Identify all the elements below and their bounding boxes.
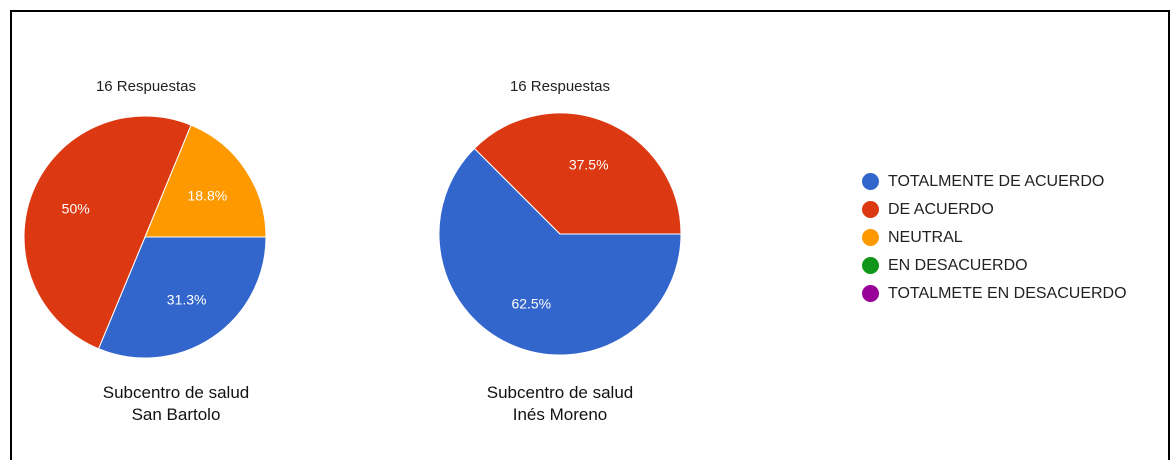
legend-label-desacuerdo: EN DESACUERDO (888, 257, 1028, 274)
chart-1-caption: Subcentro de salud San Bartolo (46, 382, 306, 426)
chart-1-slice-2 (23, 115, 192, 350)
chart-1-slice-1 (97, 236, 267, 359)
chart-1-slice-3-label: 18.8% (187, 187, 227, 203)
chart-2-slice-1 (438, 147, 682, 356)
chart-1-slice-3 (144, 124, 267, 238)
chart-2-slice-1-label: 62.5% (511, 295, 551, 311)
legend-label-acuerdo: DE ACUERDO (888, 201, 994, 218)
legend-swatch-neutral (862, 229, 879, 246)
legend-label-totalmete-desacuerdo: TOTALMETE EN DESACUERDO (888, 285, 1127, 302)
chart-2-slice-2-label: 37.5% (569, 157, 609, 173)
legend-item-totalmete-desacuerdo: TOTALMETE EN DESACUERDO (862, 284, 1158, 304)
figure-frame (10, 10, 1170, 460)
legend-item-desacuerdo: EN DESACUERDO (862, 256, 1158, 276)
chart-1-caption-line2: San Bartolo (131, 405, 221, 424)
legend-item-neutral: NEUTRAL (862, 228, 1158, 248)
chart-2-subtitle: 16 Respuestas (509, 78, 611, 95)
legend-label-neutral: NEUTRAL (888, 229, 963, 246)
legend-swatch-desacuerdo (862, 257, 879, 274)
chart-1-caption-line1: Subcentro de salud (102, 383, 250, 402)
legend-swatch-totalmete-desacuerdo (862, 285, 879, 302)
chart-2-slice-2 (473, 112, 682, 235)
legend-swatch-totalmente (862, 173, 879, 190)
legend-label-totalmente: TOTALMENTE DE ACUERDO (888, 173, 1105, 190)
chart-1-slice-2-label: 50% (62, 200, 90, 216)
chart-1-slice-1-label: 31.3% (167, 291, 207, 307)
chart-1-subtitle: 16 Respuestas (95, 78, 197, 95)
legend-item-acuerdo: DE ACUERDO (862, 200, 1158, 220)
chart-2-caption: Subcentro de salud Inés Moreno (430, 382, 690, 426)
legend-item-totalmente: TOTALMENTE DE ACUERDO (862, 172, 1158, 192)
chart-2-caption-line2: Inés Moreno (512, 405, 608, 424)
chart-2-caption-line1: Subcentro de salud (486, 383, 634, 402)
pie-charts: 31.3% 50% 18.8% 62.5% 37.5% (23, 112, 682, 359)
legend: TOTALMENTE DE ACUERDO DE ACUERDO NEUTRAL… (862, 172, 1158, 312)
legend-swatch-acuerdo (862, 201, 879, 218)
